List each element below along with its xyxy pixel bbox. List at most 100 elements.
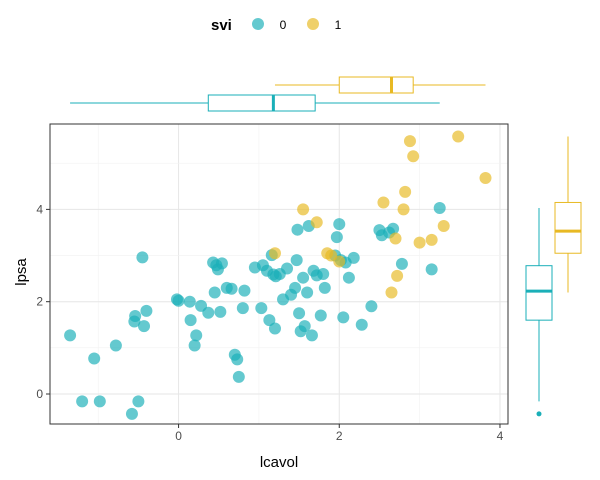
data-point-svi-0 [236,302,249,315]
data-point-svi-0 [190,329,203,342]
data-point-svi-0 [76,395,89,408]
box [554,201,582,254]
data-point-svi-1 [268,247,281,260]
y-tick-label: 0 [36,387,43,401]
data-point-svi-1 [452,130,465,143]
x-axis-title: lcavol [260,454,298,471]
y-tick-label: 2 [36,295,43,309]
data-point-svi-0 [301,286,314,299]
data-point-svi-0 [129,310,142,322]
data-point-svi-0 [93,395,106,408]
data-points [64,130,492,420]
data-point-svi-0 [202,306,215,319]
data-point-svi-0 [88,352,101,365]
y-axis-ticks: 0 2 4 [36,202,50,401]
data-point-svi-1 [479,172,492,184]
legend-label-0: 0 [280,18,287,32]
data-point-svi-0 [387,222,400,235]
data-point-svi-0 [355,318,368,331]
data-point-svi-0 [317,268,330,280]
data-point-svi-0 [281,262,294,275]
y-tick-label: 4 [36,202,43,216]
data-point-svi-1 [437,220,450,232]
data-point-svi-1 [297,203,310,216]
top-marginal-boxplots [70,76,486,112]
x-tick-label: 4 [497,429,504,443]
right-marginal-boxplots [525,136,582,417]
data-point-svi-0 [268,322,281,335]
data-point-svi-0 [297,271,310,284]
legend-key-0 [252,18,264,30]
data-point-svi-0 [290,254,303,267]
x-tick-label: 0 [175,429,182,443]
data-point-svi-0 [318,281,331,294]
right-boxplot-svi-1 [554,136,582,293]
box [525,265,553,321]
data-point-svi-0 [109,339,122,352]
data-point-svi-0 [215,257,228,270]
data-point-svi-1 [413,236,426,249]
data-point-svi-0 [289,281,302,294]
box [338,76,414,94]
data-point-svi-0 [238,284,251,297]
legend: svi 0 1 [211,17,342,34]
data-point-svi-0 [132,395,145,408]
data-point-svi-1 [333,255,346,268]
data-point-svi-0 [208,286,221,299]
data-point-svi-0 [333,218,346,231]
data-point-svi-1 [399,185,412,198]
y-axis-title: lpsa [13,258,30,286]
data-point-svi-0 [140,304,153,317]
data-point-svi-0 [365,300,378,313]
legend-title: svi [211,17,232,34]
data-point-svi-1 [407,150,420,163]
data-point-svi-1 [385,286,398,299]
panel-border [49,123,509,425]
data-point-svi-0 [291,223,304,236]
legend-label-1: 1 [335,18,342,32]
data-point-svi-1 [403,135,416,148]
x-tick-label: 2 [336,429,343,443]
x-axis-ticks: 0 2 4 [175,424,504,443]
top-boxplot-svi-1 [274,76,486,94]
data-point-svi-1 [389,232,402,245]
data-point-svi-0 [172,294,185,307]
data-point-svi-0 [184,314,197,327]
data-point-svi-1 [377,196,390,209]
top-boxplot-svi-0 [70,94,440,112]
data-point-svi-1 [397,203,410,216]
grid-lines [50,124,508,424]
data-point-svi-0 [214,305,227,318]
outlier-point [536,411,542,417]
data-point-svi-0 [395,257,408,270]
data-point-svi-1 [310,216,323,229]
data-point-svi-0 [342,271,355,284]
data-point-svi-1 [391,269,404,282]
right-boxplot-svi-0 [525,208,553,417]
data-point-svi-0 [255,302,268,315]
legend-key-1 [307,18,319,30]
data-point-svi-0 [347,251,360,264]
data-point-svi-0 [64,329,77,342]
data-point-svi-0 [136,251,149,264]
plot-panel: 0 2 4 0 2 4 [36,123,509,443]
data-point-svi-0 [188,339,201,352]
data-point-svi-0 [125,407,138,420]
data-point-svi-0 [425,263,438,276]
data-point-svi-0 [225,282,238,295]
data-point-svi-0 [337,311,350,324]
data-point-svi-1 [425,233,438,246]
data-point-svi-0 [298,320,311,333]
data-point-svi-0 [293,307,306,320]
data-point-svi-0 [138,320,151,333]
box [207,94,316,112]
data-point-svi-0 [183,295,196,308]
data-point-svi-0 [314,309,327,322]
data-point-svi-0 [305,329,318,342]
data-point-svi-0 [433,202,446,214]
data-point-svi-0 [330,231,343,244]
data-point-svi-0 [231,353,244,366]
data-point-svi-0 [232,370,245,383]
